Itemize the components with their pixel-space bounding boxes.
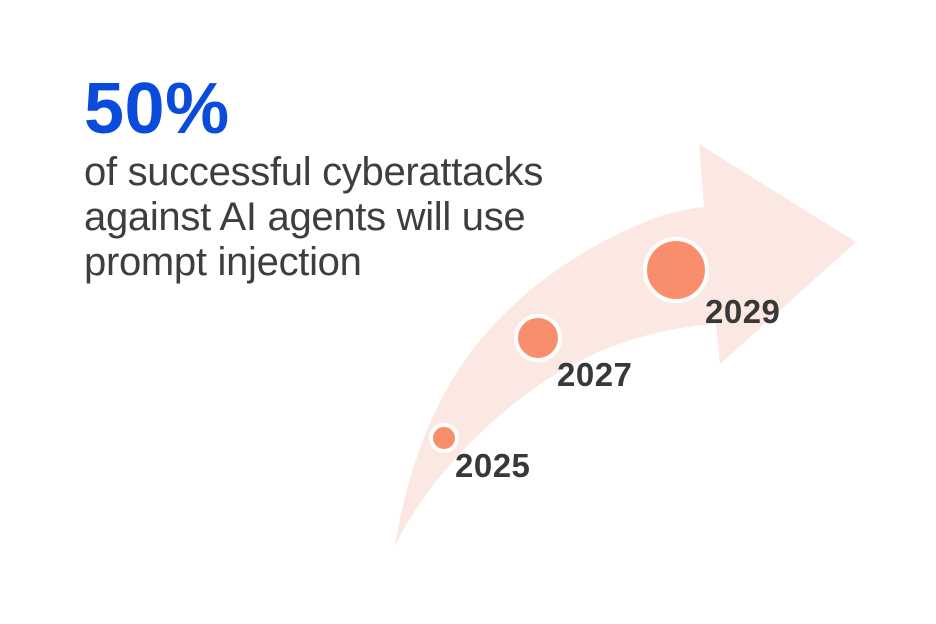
year-label-2025: 2025 — [455, 447, 530, 484]
bubble-2029 — [643, 237, 709, 303]
year-label-2027: 2027 — [557, 356, 632, 393]
stat-description: of successful cyberattacks against AI ag… — [84, 150, 604, 285]
stat-value: 50% — [84, 69, 230, 149]
stat-description-line-1: of successful cyberattacks — [84, 150, 544, 194]
bubble-group: 2025 2027 2029 — [429, 237, 780, 484]
year-label-2029: 2029 — [705, 293, 780, 330]
bubble-2027 — [514, 314, 562, 362]
bubble-2025 — [429, 423, 459, 453]
growth-arrow-icon — [395, 144, 856, 546]
stat-description-line-3: prompt injection — [84, 240, 362, 284]
stat-description-line-2: against AI agents will use — [84, 195, 526, 239]
headline-block: 50% of successful cyberattacks against A… — [84, 70, 604, 285]
